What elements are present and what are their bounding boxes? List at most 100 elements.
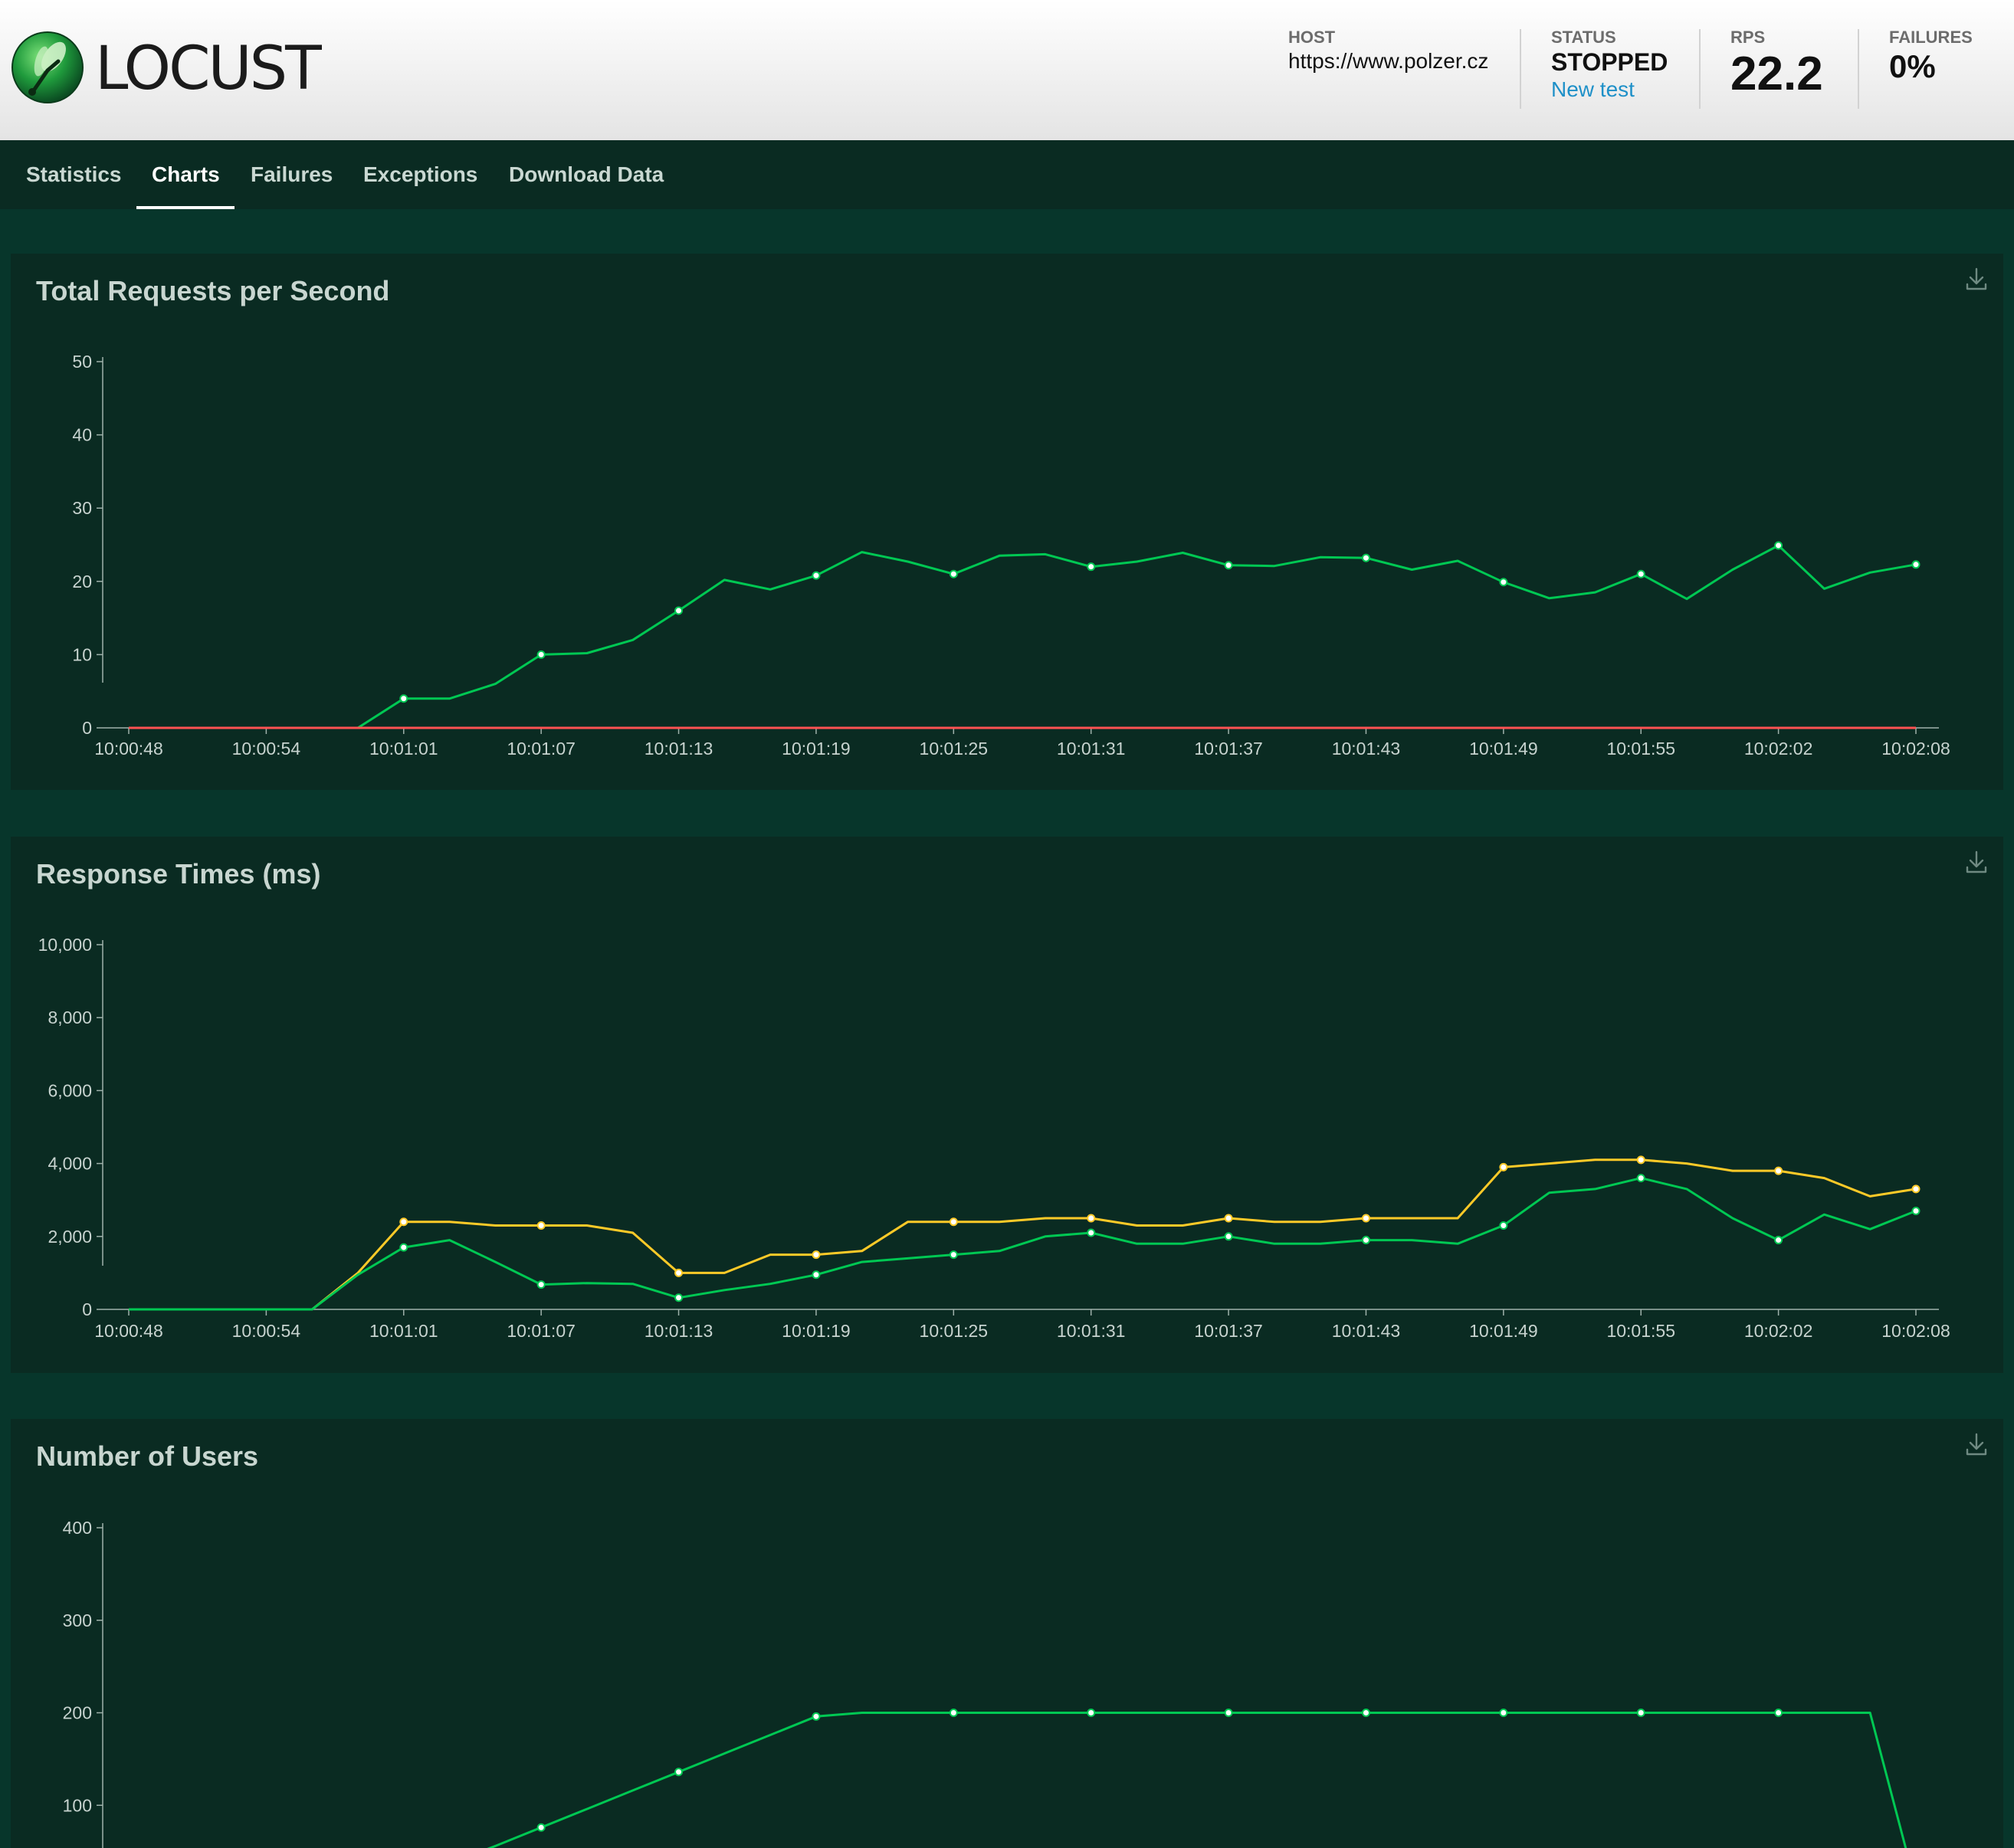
header-divider (1520, 29, 1521, 109)
x-tick-label: 10:01:37 (1194, 1321, 1263, 1341)
data-point (950, 1251, 957, 1258)
failures-label: FAILURES (1889, 28, 1973, 48)
data-point (675, 608, 682, 614)
data-point (1638, 1709, 1645, 1716)
tab-download-data[interactable]: Download Data (509, 140, 664, 209)
series-line (129, 1713, 1916, 1848)
x-tick-label: 10:02:08 (1881, 1321, 1950, 1341)
data-point (1363, 555, 1369, 562)
x-tick-label: 10:01:13 (645, 1321, 713, 1341)
x-tick-label: 10:01:37 (1194, 739, 1263, 759)
host-section: HOST https://www.polzer.cz (1288, 28, 1488, 75)
data-point (1638, 1175, 1645, 1181)
data-point (1638, 1156, 1645, 1163)
active-tab-indicator (136, 206, 235, 209)
data-point (538, 1222, 545, 1229)
failures-value: 0% (1889, 48, 1973, 86)
y-tick-label: 50 (72, 352, 92, 372)
header-divider (1699, 29, 1701, 109)
data-point (1087, 563, 1094, 570)
x-tick-label: 10:00:48 (94, 1321, 163, 1341)
x-tick-label: 10:01:55 (1606, 1321, 1675, 1341)
data-point (538, 1281, 545, 1288)
data-point (400, 1244, 407, 1251)
x-tick-label: 10:00:48 (94, 739, 163, 759)
data-point (1225, 562, 1232, 568)
y-tick-label: 30 (72, 498, 92, 518)
tab-bar: Statistics Charts Failures Exceptions Do… (0, 140, 2014, 209)
x-tick-label: 10:01:49 (1469, 739, 1538, 759)
y-tick-label: 8,000 (48, 1008, 92, 1027)
x-tick-label: 10:02:08 (1881, 739, 1950, 759)
data-point (1225, 1709, 1232, 1716)
response-times-chart: 0 2,000 4,000 6,000 8,000 10,000 10:00:48 10:00… (11, 837, 2003, 1373)
x-tick-label: 10:00:54 (232, 1321, 301, 1341)
x-tick-label: 10:02:02 (1744, 739, 1813, 759)
locust-logo-icon[interactable] (11, 31, 84, 104)
data-point (675, 1270, 682, 1276)
data-point (812, 1713, 819, 1720)
x-tick-label: 10:01:55 (1606, 739, 1675, 759)
data-point (1775, 542, 1782, 549)
data-point (1363, 1709, 1369, 1716)
data-point (538, 651, 545, 658)
rps-value: 22.2 (1730, 48, 1823, 101)
data-point (1913, 1207, 1920, 1214)
y-tick-label: 40 (72, 425, 92, 445)
data-point (1775, 1237, 1782, 1243)
x-tick-label: 10:01:07 (507, 1321, 576, 1341)
tab-failures[interactable]: Failures (251, 140, 333, 209)
top-header: LOCUST HOST https://www.polzer.cz STATUS… (0, 0, 2014, 140)
x-tick-label: 10:01:31 (1057, 1321, 1126, 1341)
data-point (1500, 578, 1507, 585)
x-tick-label: 10:01:19 (782, 739, 851, 759)
data-point (1775, 1168, 1782, 1175)
data-point (1500, 1164, 1507, 1171)
y-tick-label: 10 (72, 644, 92, 664)
data-point (1363, 1237, 1369, 1243)
data-point (1087, 1215, 1094, 1222)
y-tick-label: 100 (63, 1795, 92, 1815)
y-tick-label: 400 (63, 1518, 92, 1538)
data-point (950, 1709, 957, 1716)
new-test-link[interactable]: New test (1551, 77, 1668, 103)
data-point (538, 1824, 545, 1831)
y-tick-label: 0 (82, 718, 92, 738)
logo-text: LOCUST (95, 32, 320, 106)
x-tick-label: 10:01:07 (507, 739, 576, 759)
data-point (1913, 561, 1920, 568)
data-point (1087, 1709, 1094, 1716)
x-tick-label: 10:01:49 (1469, 1321, 1538, 1341)
tab-charts[interactable]: Charts (152, 140, 220, 209)
data-point (675, 1294, 682, 1301)
x-tick-label: 10:00:54 (232, 739, 301, 759)
y-tick-label: 10,000 (38, 935, 92, 955)
data-point (1225, 1215, 1232, 1222)
series-line (129, 1160, 1916, 1309)
status-label: STATUS (1551, 28, 1668, 48)
data-point (1913, 1185, 1920, 1192)
tab-statistics[interactable]: Statistics (26, 140, 122, 209)
x-tick-label: 10:01:25 (920, 1321, 989, 1341)
y-tick-label: 2,000 (48, 1227, 92, 1247)
data-point (400, 695, 407, 702)
status-value: STOPPED (1551, 48, 1668, 77)
failures-section: FAILURES 0% (1889, 28, 1973, 86)
x-tick-label: 10:01:19 (782, 1321, 851, 1341)
x-tick-label: 10:01:01 (369, 1321, 438, 1341)
tab-exceptions[interactable]: Exceptions (363, 140, 477, 209)
y-tick-label: 0 (82, 1299, 92, 1319)
y-tick-label: 4,000 (48, 1154, 92, 1174)
data-point (950, 571, 957, 578)
x-tick-label: 10:01:25 (920, 739, 989, 759)
y-tick-label: 20 (72, 572, 92, 591)
y-tick-label: 6,000 (48, 1080, 92, 1100)
data-point (1775, 1709, 1782, 1716)
status-section: STATUS STOPPED New test (1551, 28, 1668, 103)
data-point (400, 1218, 407, 1225)
data-point (1087, 1230, 1094, 1237)
